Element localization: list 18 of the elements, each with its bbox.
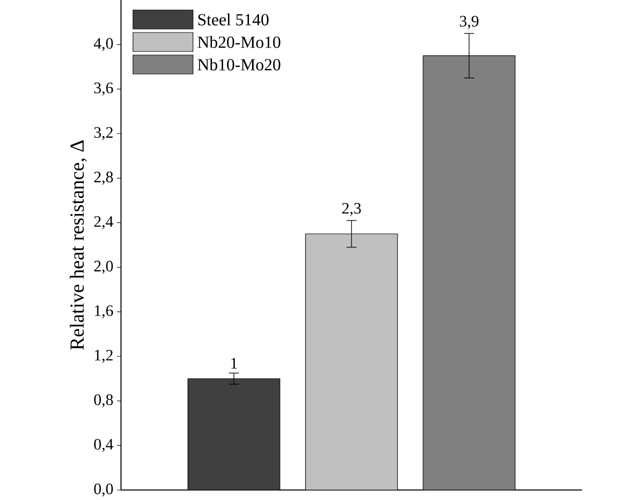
y-tick-label: 0,0 — [94, 483, 113, 497]
y-axis-title: Relative heat resistance, Δ — [70, 140, 87, 350]
y-tick-label: 2,4 — [94, 216, 114, 230]
data-label: 2,3 — [342, 202, 361, 216]
y-tick-label: 0,8 — [94, 394, 113, 408]
data-label: 3,9 — [460, 16, 478, 29]
y-tick-label: 0,4 — [94, 438, 114, 452]
y-tick-label: 1,2 — [94, 350, 113, 363]
legend-label: Steel 5140 — [198, 14, 269, 26]
legend-label: Nb10-Mo20 — [198, 58, 280, 70]
legend-label: Nb20-Mo10 — [198, 36, 280, 48]
y-tick-label: 4,0 — [94, 38, 113, 52]
y-tick-label: 1,6 — [94, 305, 114, 318]
y-tick-label: 3,6 — [94, 82, 114, 96]
data-label: 1 — [231, 358, 237, 369]
y-tick-label: 3,2 — [94, 127, 113, 140]
y-tick-label: 2,0 — [94, 260, 113, 274]
y-tick-label: 2,8 — [94, 172, 113, 185]
